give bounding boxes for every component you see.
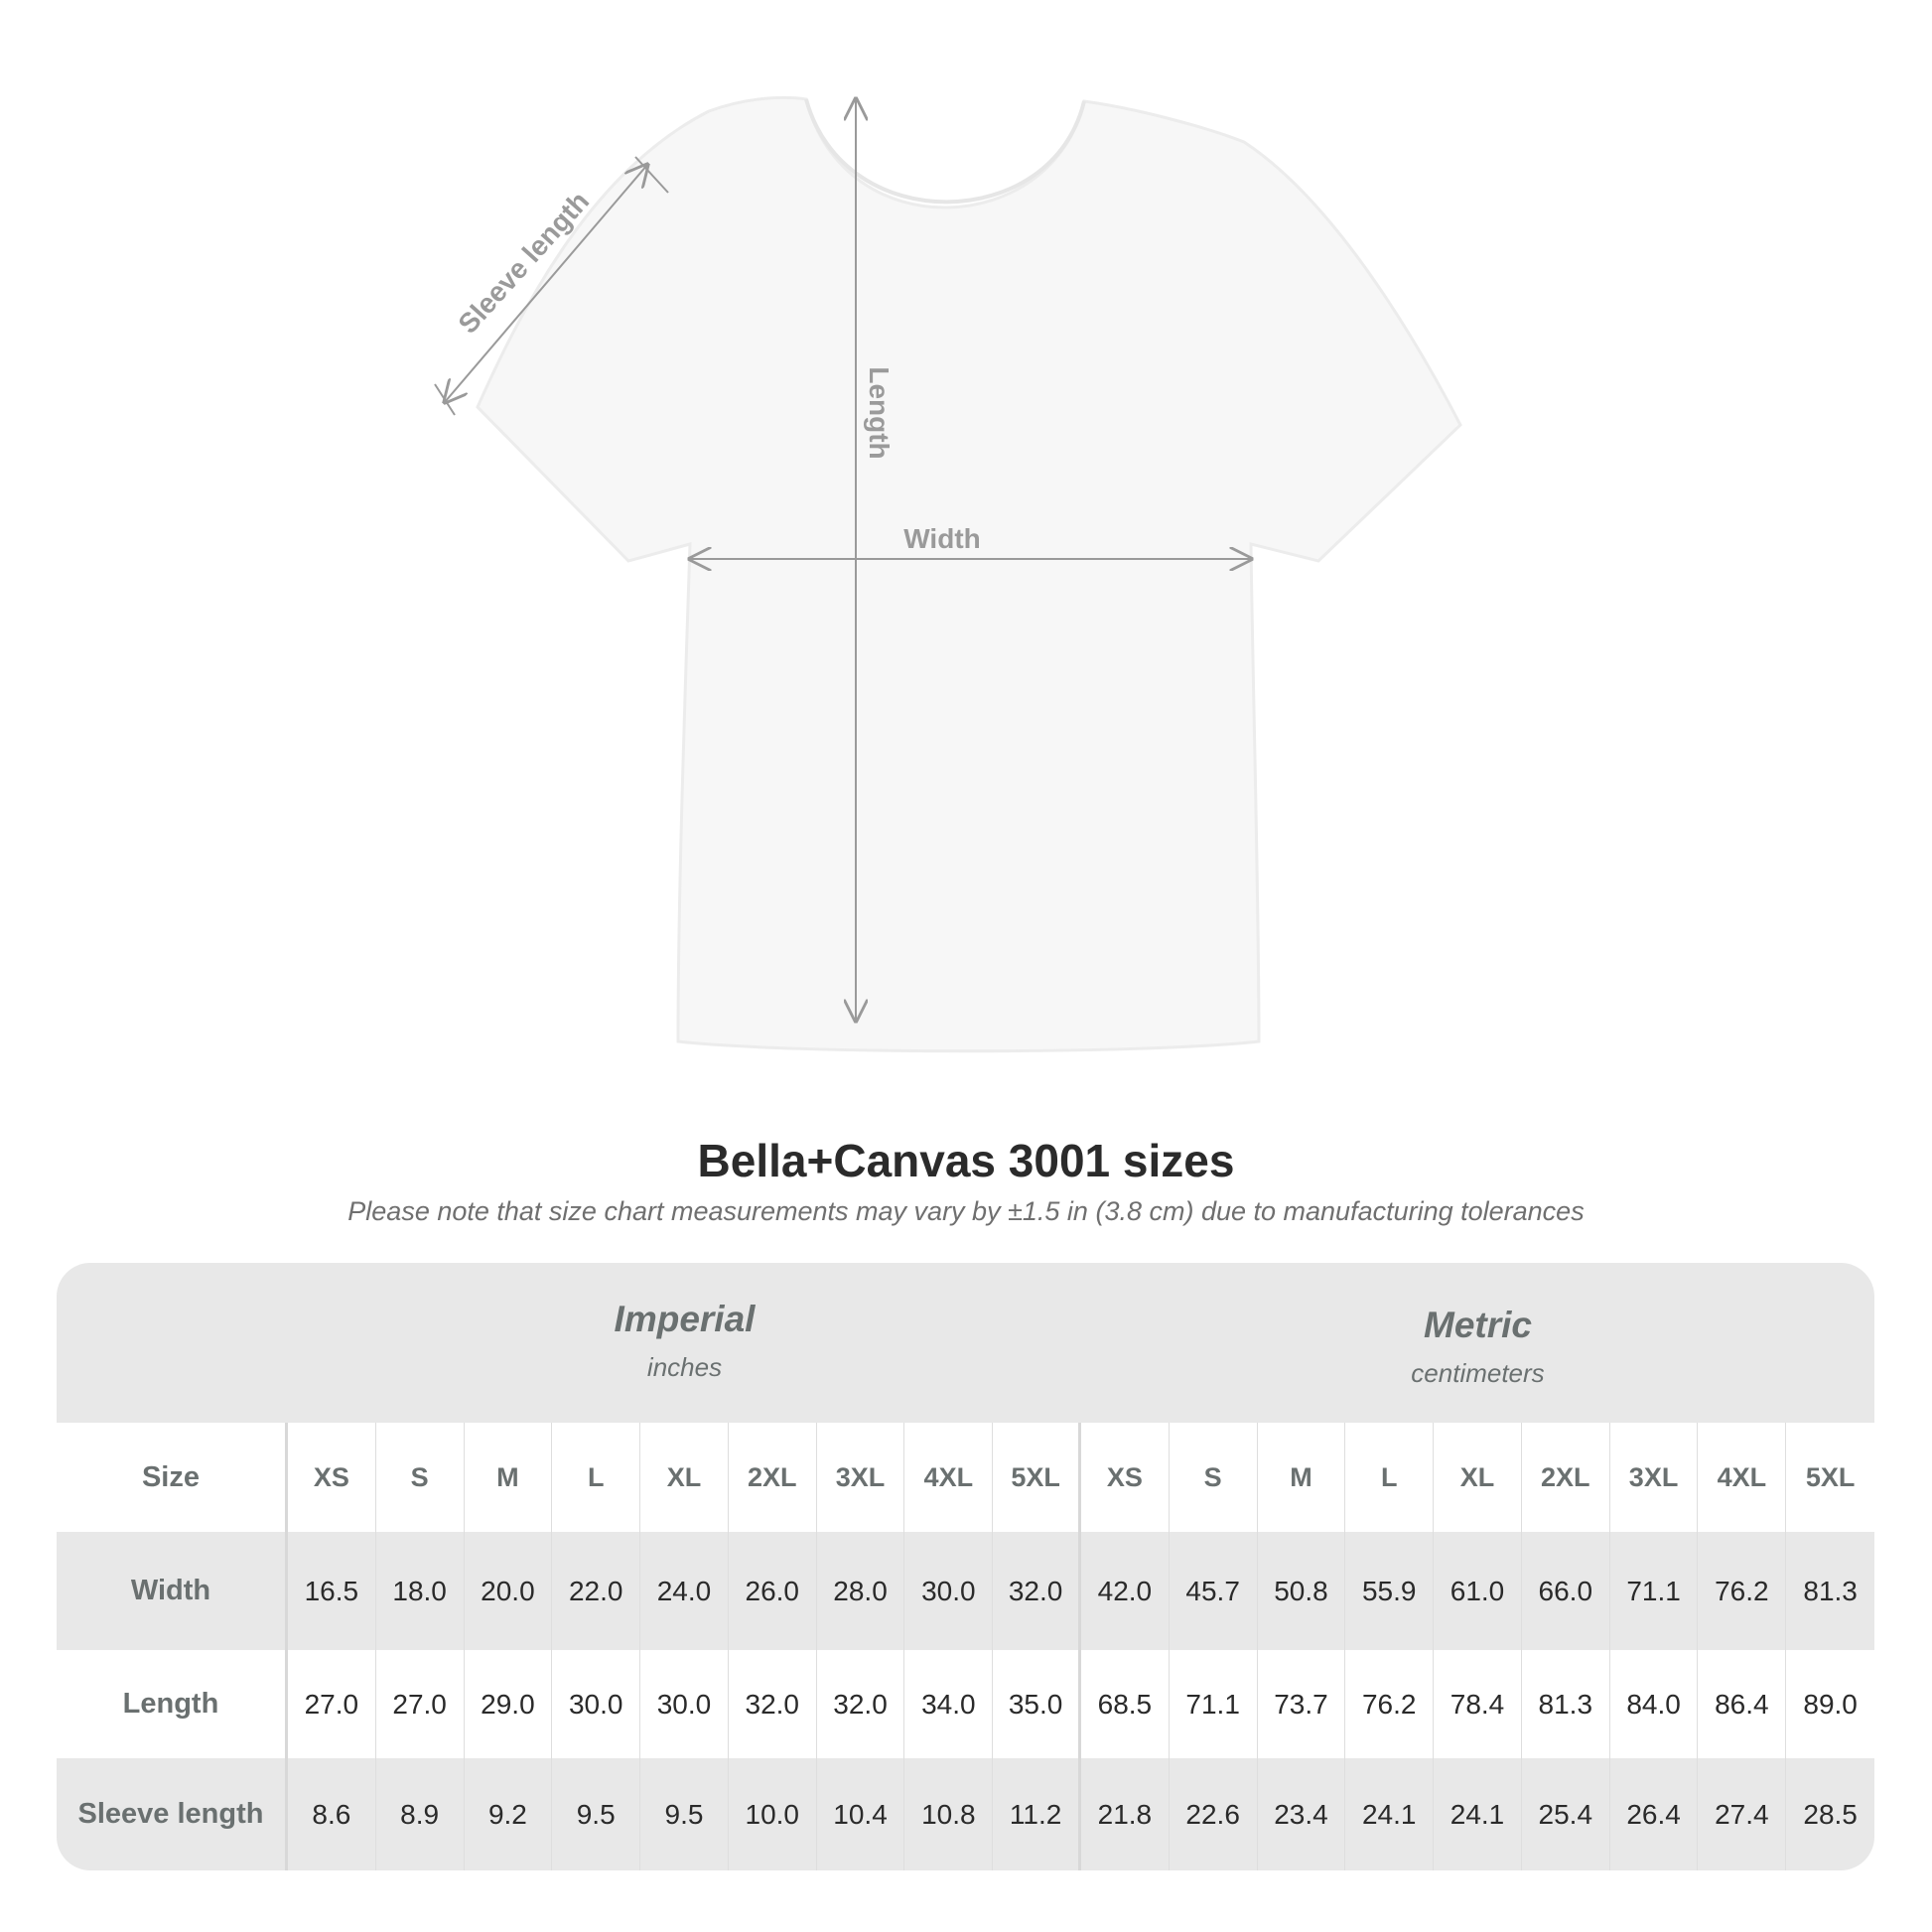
- imperial-value-cell: 30.0: [640, 1650, 729, 1758]
- metric-value-cell: 68.5: [1081, 1650, 1170, 1758]
- metric-value-cell: 23.4: [1258, 1758, 1346, 1870]
- metric-value-cell: 26.4: [1610, 1758, 1699, 1870]
- metric-size-header: 5XL: [1805, 1461, 1856, 1492]
- imperial-unit: inches: [646, 1352, 723, 1382]
- sleeve-arrow: [445, 165, 647, 402]
- metric-size-header: M: [1258, 1423, 1346, 1532]
- tshirt-diagram: Sleeve length Length Width: [434, 95, 1462, 1053]
- imperial-value-cell: 32.0: [993, 1532, 1081, 1650]
- metric-value-cell: 81.3: [1522, 1650, 1610, 1758]
- table-row: Sleeve length 8.6 8.9 9.2 9.5 9.5 10.0 10.4 10.8…: [57, 1758, 1874, 1870]
- metric-value-cell: 28.5: [1803, 1798, 1858, 1830]
- tolerance-note: Please note that size chart measurements…: [347, 1196, 1585, 1226]
- metric-size-header: S: [1170, 1423, 1258, 1532]
- imperial-value-cell: 18.0: [376, 1532, 465, 1650]
- metric-value-cell: 78.4: [1434, 1650, 1522, 1758]
- metric-value-cell: 66.0: [1522, 1532, 1610, 1650]
- imperial-title: Imperial: [614, 1299, 756, 1339]
- imperial-value-cell: 10.8: [904, 1758, 994, 1870]
- metric-value-cell: 73.7: [1258, 1650, 1346, 1758]
- imperial-size-header: XS: [288, 1423, 376, 1532]
- metric-title: Metric: [1424, 1305, 1532, 1345]
- row-label: Width: [57, 1532, 288, 1650]
- row-label: Length: [57, 1650, 288, 1758]
- metric-value-cell: 89.0: [1803, 1688, 1858, 1720]
- metric-value-cell: 21.8: [1081, 1758, 1170, 1870]
- metric-size-header: L: [1345, 1423, 1435, 1532]
- imperial-value-cell: 10.0: [729, 1758, 817, 1870]
- metric-value-cell: 24.1: [1345, 1758, 1435, 1870]
- width-label: Width: [903, 523, 981, 554]
- imperial-value-cell: 16.5: [288, 1532, 376, 1650]
- imperial-size-header: L: [552, 1423, 641, 1532]
- metric-value-cell: 86.4: [1698, 1650, 1787, 1758]
- metric-value-cell: 24.1: [1434, 1758, 1522, 1870]
- collar: [804, 98, 1086, 205]
- metric-value-cell: 42.0: [1081, 1532, 1170, 1650]
- chart-title: Bella+Canvas 3001 sizes: [697, 1135, 1235, 1186]
- imperial-value-cell: 34.0: [904, 1650, 994, 1758]
- imperial-value-cell: 32.0: [729, 1650, 817, 1758]
- imperial-value-cell: 9.5: [640, 1758, 729, 1870]
- metric-value-cell: 55.9: [1345, 1532, 1435, 1650]
- metric-value-cell: 71.1: [1170, 1650, 1258, 1758]
- size-table: Imperial inches Metric centimeters Size X…: [57, 1263, 1874, 1870]
- metric-value-cell: 61.0: [1434, 1532, 1522, 1650]
- metric-value-cell: 76.2: [1698, 1532, 1787, 1650]
- imperial-size-header: XL: [640, 1423, 729, 1532]
- imperial-value-cell: 22.0: [552, 1532, 641, 1650]
- imperial-value-cell: 20.0: [465, 1532, 553, 1650]
- metric-unit: centimeters: [1411, 1358, 1545, 1388]
- metric-size-header: XS: [1081, 1423, 1170, 1532]
- metric-size-header: 2XL: [1522, 1423, 1610, 1532]
- imperial-value-cell: 8.9: [376, 1758, 465, 1870]
- metric-value-cell: 71.1: [1610, 1532, 1699, 1650]
- table-row: Length 27.0 27.0 29.0 30.0 30.0 32.0 32.0 34.0 35…: [57, 1650, 1874, 1758]
- metric-header: Metric centimeters: [1081, 1305, 1874, 1389]
- imperial-value-cell: 28.0: [817, 1532, 905, 1650]
- imperial-size-header: M: [465, 1423, 553, 1532]
- table-header-band: [57, 1263, 1874, 1423]
- imperial-value-cell: 9.5: [552, 1758, 641, 1870]
- metric-value-cell: 50.8: [1258, 1532, 1346, 1650]
- imperial-header: Imperial inches: [288, 1299, 1081, 1383]
- row-label: Sleeve length: [57, 1758, 288, 1870]
- imperial-value-cell: 27.0: [376, 1650, 465, 1758]
- length-label: Length: [864, 366, 895, 459]
- metric-value-cell: 84.0: [1610, 1650, 1699, 1758]
- imperial-size-header: 5XL: [993, 1423, 1081, 1532]
- metric-value-cell: 25.4: [1522, 1758, 1610, 1870]
- imperial-size-header: 3XL: [817, 1423, 905, 1532]
- size-header-row: Size XS S M L XL 2XL 3XL 4XL 5XL XS S M L XL 2XL 3XL 4XL 5…: [57, 1423, 1874, 1532]
- imperial-value-cell: 32.0: [817, 1650, 905, 1758]
- imperial-value-cell: 11.2: [993, 1758, 1081, 1870]
- metric-size-header: 3XL: [1610, 1423, 1699, 1532]
- metric-size-header: 4XL: [1698, 1423, 1787, 1532]
- imperial-value-cell: 35.0: [993, 1650, 1081, 1758]
- imperial-value-cell: 29.0: [465, 1650, 553, 1758]
- imperial-value-cell: 8.6: [288, 1758, 376, 1870]
- metric-size-header: XL: [1434, 1423, 1522, 1532]
- imperial-value-cell: 27.0: [288, 1650, 376, 1758]
- imperial-size-header: 2XL: [729, 1423, 817, 1532]
- tshirt-shape: [476, 95, 1462, 1053]
- imperial-value-cell: 30.0: [552, 1650, 641, 1758]
- metric-value-cell: 22.6: [1170, 1758, 1258, 1870]
- metric-value-cell: 27.4: [1698, 1758, 1787, 1870]
- imperial-value-cell: 10.4: [817, 1758, 905, 1870]
- imperial-value-cell: 26.0: [729, 1532, 817, 1650]
- imperial-size-header: 4XL: [904, 1423, 994, 1532]
- imperial-value-cell: 9.2: [465, 1758, 553, 1870]
- metric-value-cell: 81.3: [1803, 1575, 1858, 1606]
- imperial-size-header: S: [376, 1423, 465, 1532]
- table-row: Width 16.5 18.0 20.0 22.0 24.0 26.0 28.0 30.0 32.…: [57, 1532, 1874, 1650]
- imperial-value-cell: 30.0: [904, 1532, 994, 1650]
- imperial-value-cell: 24.0: [640, 1532, 729, 1650]
- metric-value-cell: 76.2: [1345, 1650, 1435, 1758]
- metric-value-cell: 45.7: [1170, 1532, 1258, 1650]
- row-label: Size: [57, 1423, 288, 1532]
